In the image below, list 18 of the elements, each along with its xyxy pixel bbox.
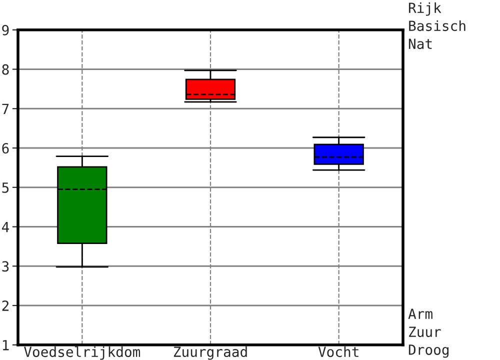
text: Basisch [409, 20, 466, 32]
text: Rijk [408, 2, 442, 16]
y-tick-label: 8 [2, 64, 9, 75]
y-tick-label: 6 [2, 143, 9, 154]
y-tick-label: 3 [2, 261, 9, 272]
y-tick-label: 7 [2, 104, 9, 114]
text: Arm [408, 308, 432, 319]
y-tick-label: 2 [2, 300, 8, 311]
y-tick-label: 9 [2, 24, 9, 36]
text: Droog [408, 344, 449, 358]
text: Zuur [409, 326, 441, 338]
x-tick-label: Vocht [318, 346, 358, 358]
y-tick-label: 4 [2, 222, 10, 232]
text: Nat [408, 38, 432, 50]
x-tick-label: Zuurgraad [174, 346, 247, 360]
y-tick-label: 1 [2, 340, 9, 350]
x-tick-label: Voedselrijkdom [24, 346, 140, 360]
y-tick-label: 5 [2, 182, 9, 193]
